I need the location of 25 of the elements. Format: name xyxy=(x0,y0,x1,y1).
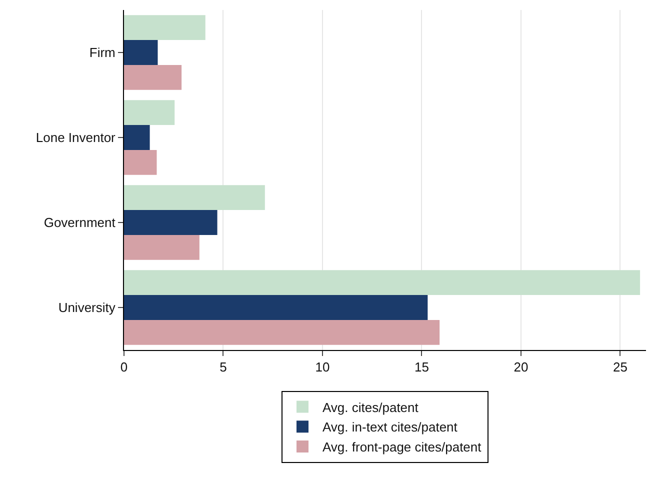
bar xyxy=(124,210,218,235)
legend-label: Avg. in-text cites/patent xyxy=(322,420,458,435)
legend-label: Avg. cites/patent xyxy=(322,400,419,415)
bar xyxy=(124,40,158,65)
legend-label: Avg. front-page cites/patent xyxy=(322,440,482,455)
x-tick-label: 25 xyxy=(612,360,628,375)
bar xyxy=(124,320,440,345)
y-tick-label: Lone Inventor xyxy=(36,130,116,146)
bar xyxy=(124,150,157,175)
bar xyxy=(124,15,206,40)
x-tick-label: 10 xyxy=(315,360,330,375)
bar xyxy=(124,295,428,320)
x-tick-label: 15 xyxy=(414,360,429,375)
x-tick-label: 20 xyxy=(514,360,528,375)
y-tick-label: University xyxy=(58,300,116,316)
bar xyxy=(124,125,150,150)
bar xyxy=(124,270,640,296)
x-tick-label: 5 xyxy=(220,360,227,375)
bar xyxy=(124,64,182,90)
x-tick-label: 0 xyxy=(120,360,128,375)
y-tick-label: Government xyxy=(44,215,116,230)
bar xyxy=(124,185,265,210)
bar xyxy=(124,234,200,260)
y-tick-label: Firm xyxy=(89,45,116,60)
bar xyxy=(124,100,175,126)
